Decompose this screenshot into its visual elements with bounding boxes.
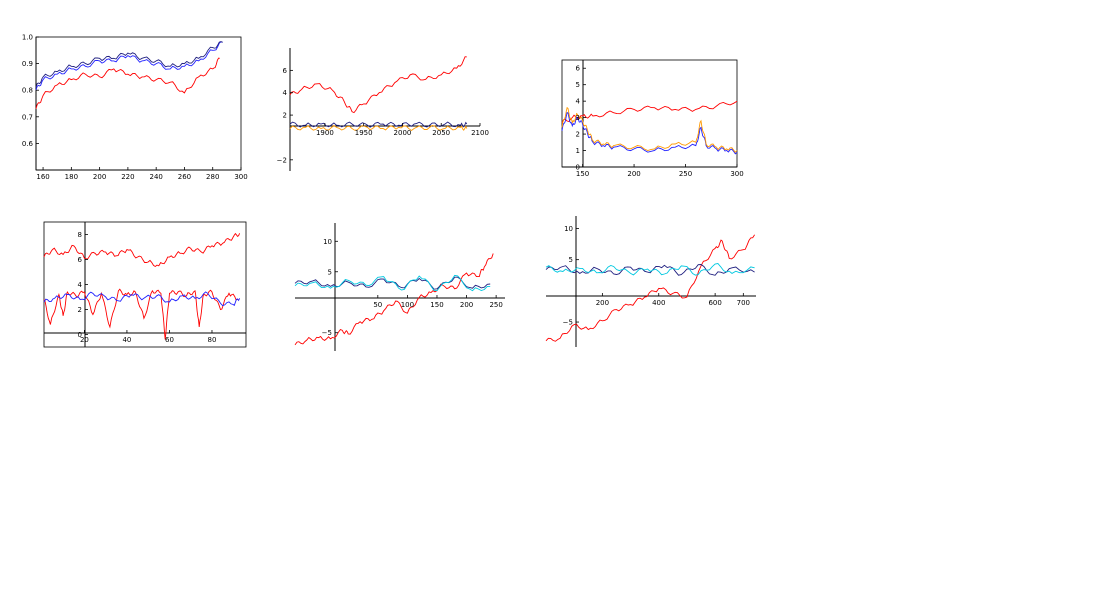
y-tick-label: −2	[277, 156, 287, 164]
y-tick-label: 8	[78, 231, 82, 239]
y-tick-label: −5	[563, 319, 573, 327]
x-tick-label: 100	[401, 301, 414, 309]
y-tick-label: 0.7	[22, 113, 33, 121]
x-tick-label: 60	[165, 336, 174, 344]
series-line-2	[545, 264, 755, 276]
y-tick-label: 0.9	[22, 60, 33, 68]
y-tick-label: 5	[328, 268, 332, 276]
x-tick-label: 300	[730, 170, 743, 178]
chart-frame	[35, 36, 242, 171]
series-line-2	[43, 288, 238, 340]
x-tick-label: 2100	[471, 129, 489, 137]
series-line-1	[289, 56, 467, 114]
y-tick-label: 3	[576, 114, 580, 122]
y-tick-label: 6	[283, 67, 288, 75]
series-line-3	[294, 274, 491, 292]
y-tick-label: 6	[78, 256, 83, 264]
y-tick-label: 0	[576, 164, 580, 172]
y-tick-label: 2	[576, 131, 580, 139]
y-tick-label: 2	[78, 306, 82, 314]
x-tick-label: 300	[234, 173, 247, 181]
y-tick-label: 4	[283, 89, 288, 97]
x-tick-label: 2050	[432, 129, 450, 137]
x-tick-label: 80	[208, 336, 217, 344]
series-line-2	[289, 121, 468, 128]
x-tick-label: 700	[737, 299, 750, 307]
y-tick-label: 0.8	[22, 87, 33, 95]
chart-frame	[561, 59, 738, 168]
x-tick-label: 400	[652, 299, 665, 307]
chart-panel-3: 150 200 250 300 0 1 2 3 4 5 6	[561, 59, 744, 178]
x-tick-label: 40	[122, 336, 131, 344]
x-tick-label: 1900	[316, 129, 334, 137]
chart-panel-2: 1900 1950 2000 2050 2100 −2 2 4 6	[277, 48, 489, 171]
series-line-2	[561, 112, 738, 155]
series-line-1	[545, 234, 755, 342]
y-tick-label: 5	[576, 81, 580, 89]
y-tick-label: 0	[78, 331, 82, 339]
x-tick-label: 240	[149, 173, 162, 181]
series-line-3	[561, 106, 738, 154]
chart-panel-4: 20 40 60 80 0 2 4 6 8	[43, 221, 247, 348]
series-line-1	[43, 232, 241, 268]
chart-frame	[43, 221, 247, 348]
series-line-3	[289, 124, 468, 132]
x-tick-label: 280	[206, 173, 219, 181]
y-tick-label: 10	[564, 225, 573, 233]
y-tick-label: 1.0	[22, 34, 33, 42]
series-line-3	[43, 291, 241, 307]
chart-panel-6: 200 400 600 700 −5 5 10	[545, 216, 756, 347]
y-tick-label: 1	[576, 147, 580, 155]
x-tick-label: 600	[708, 299, 721, 307]
series-line-3	[545, 263, 755, 276]
y-tick-label: 10	[323, 238, 332, 246]
x-tick-label: 160	[36, 173, 49, 181]
series-line-2	[35, 41, 223, 91]
y-tick-label: 0.6	[22, 140, 34, 148]
x-tick-label: 250	[679, 170, 692, 178]
x-tick-label: 200	[627, 170, 640, 178]
x-tick-label: 180	[65, 173, 78, 181]
x-tick-label: 260	[178, 173, 191, 181]
x-tick-label: 150	[430, 301, 443, 309]
x-tick-label: 220	[121, 173, 134, 181]
y-tick-label: 2	[283, 112, 287, 120]
y-tick-label: −5	[322, 329, 332, 337]
chart-panel-1: 160 180 200 220 240 260 280 300 0.6 0.7 0.8 0.9 1.0	[22, 34, 248, 182]
series-line-1	[35, 57, 220, 109]
x-tick-label: 200	[460, 301, 473, 309]
series-line-3	[35, 41, 223, 88]
x-tick-label: 2000	[394, 129, 412, 137]
chart-panel-5: 50 100 150 200 250 −5 5 10	[294, 223, 505, 351]
x-tick-label: 200	[596, 299, 609, 307]
x-tick-label: 150	[576, 170, 589, 178]
y-tick-label: 4	[576, 98, 581, 106]
x-tick-label: 200	[93, 173, 106, 181]
y-tick-label: 4	[78, 281, 83, 289]
y-tick-label: 5	[569, 256, 573, 264]
series-line-1	[561, 100, 738, 123]
x-tick-label: 20	[80, 336, 89, 344]
x-tick-label: 1950	[355, 129, 373, 137]
y-tick-label: 6	[576, 65, 581, 73]
x-tick-label: 250	[489, 301, 502, 309]
series-line-1	[294, 253, 494, 346]
x-tick-label: 50	[373, 301, 382, 309]
